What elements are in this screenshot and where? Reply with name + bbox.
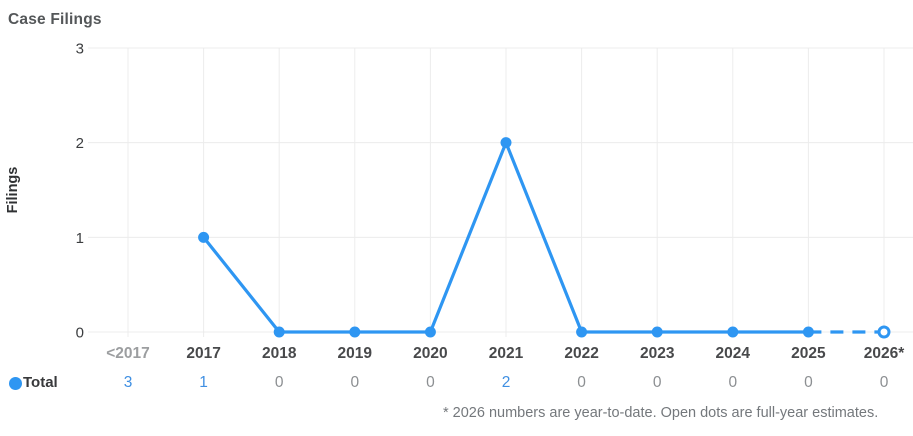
data-point[interactable] <box>576 326 588 338</box>
total-value[interactable]: 3 <box>123 374 133 391</box>
x-tick-label: 2026* <box>864 345 905 362</box>
data-point[interactable] <box>273 326 285 338</box>
y-tick-label: 0 <box>76 325 84 342</box>
chart-title: Case Filings <box>8 11 102 28</box>
estimate-data-point[interactable] <box>877 325 891 339</box>
total-value: 0 <box>350 374 360 391</box>
legend-total-label: Total <box>23 374 58 391</box>
legend-total-marker-icon <box>9 377 22 390</box>
footnote: * 2026 numbers are year-to-date. Open do… <box>443 405 879 421</box>
y-tick-label: 2 <box>76 135 84 152</box>
data-point[interactable] <box>500 137 512 149</box>
y-tick-label: 3 <box>76 41 84 58</box>
total-value: 0 <box>804 374 813 391</box>
data-point[interactable] <box>349 326 361 338</box>
x-tick-label: 2025 <box>791 345 826 362</box>
data-point[interactable] <box>727 326 739 338</box>
x-tick-label: 2017 <box>186 345 220 362</box>
data-point[interactable] <box>802 326 814 338</box>
x-tick-label: <2017 <box>106 345 150 362</box>
y-tick-label: 1 <box>76 230 84 247</box>
total-value[interactable]: 2 <box>501 374 511 391</box>
x-tick-label: 2021 <box>489 345 524 362</box>
total-value: 0 <box>577 374 586 391</box>
x-tick-label: 2023 <box>640 345 675 362</box>
x-tick-label: 2018 <box>262 345 297 362</box>
total-value: 0 <box>728 374 738 391</box>
x-tick-label: 2020 <box>413 345 447 362</box>
data-point[interactable] <box>424 326 436 338</box>
x-tick-label: 2024 <box>716 345 751 362</box>
x-tick-label: 2019 <box>338 345 373 362</box>
total-value[interactable]: 1 <box>199 374 208 391</box>
total-value: 0 <box>652 374 662 391</box>
total-value: 0 <box>426 374 435 391</box>
data-point[interactable] <box>651 326 663 338</box>
total-value: 0 <box>879 374 889 391</box>
x-tick-label: 2022 <box>564 345 598 362</box>
data-point[interactable] <box>198 231 210 243</box>
total-value: 0 <box>274 374 284 391</box>
